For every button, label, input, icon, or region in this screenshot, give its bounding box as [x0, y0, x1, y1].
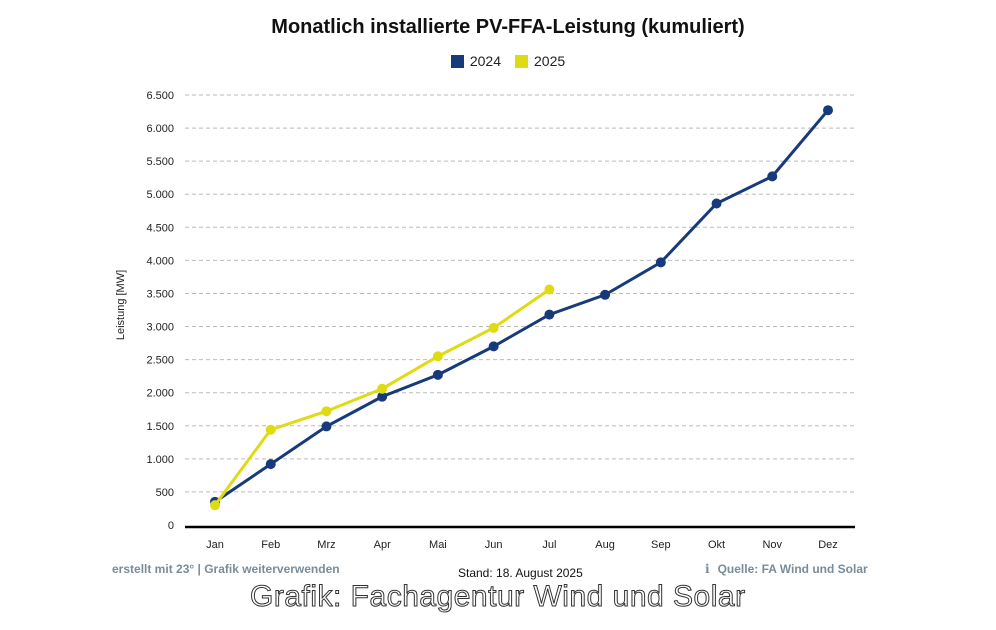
chart-title: Monatlich installierte PV-FFA-Leistung (… — [271, 16, 745, 38]
x-tick-label: Nov — [762, 539, 782, 551]
data-point-2024 — [823, 105, 833, 116]
series-line-2024 — [214, 109, 830, 504]
source-link[interactable]: i Quelle: FA Wind und Solar — [705, 562, 868, 576]
data-point-2024 — [655, 257, 666, 268]
data-point-2025 — [544, 284, 555, 295]
y-tick-label: 5.500 — [146, 156, 174, 168]
data-point-2025 — [377, 383, 388, 394]
y-tick-label: 1.000 — [146, 454, 174, 466]
legend-label: 2024 — [469, 53, 501, 69]
x-tick-label: Jul — [542, 539, 556, 551]
legend: 2024 2025 — [0, 53, 996, 69]
x-tick-label: Okt — [708, 539, 725, 551]
x-tick-label: Jan — [206, 539, 224, 551]
x-tick-label: Feb — [261, 539, 280, 551]
y-tick-label: 4.500 — [146, 222, 174, 234]
source-label: Quelle: FA Wind und Solar — [717, 562, 868, 576]
y-axis-label: Leistung [MW] — [115, 270, 127, 340]
data-point-2024 — [544, 309, 555, 320]
legend-swatch — [515, 54, 528, 68]
y-tick-label: 6.500 — [146, 90, 174, 102]
data-point-2024 — [767, 171, 778, 182]
y-tick-label: 4.000 — [146, 255, 174, 267]
data-point-2024 — [600, 289, 611, 300]
y-tick-label: 6.000 — [146, 123, 174, 135]
legend-item-2025[interactable]: 2025 — [515, 53, 565, 69]
y-tick-label: 5.000 — [146, 189, 174, 201]
data-point-2024 — [711, 198, 722, 209]
y-tick-label: 2.000 — [146, 388, 174, 400]
y-tick-label: 3.500 — [146, 288, 174, 300]
x-tick-label: Sep — [651, 539, 671, 551]
legend-item-2024[interactable]: 2024 — [450, 53, 501, 69]
data-point-2024 — [377, 391, 388, 402]
data-point-2024 — [432, 369, 443, 380]
legend-label: 2025 — [534, 53, 566, 69]
data-point-2025 — [432, 351, 443, 362]
y-tick-label: 3.000 — [146, 322, 174, 334]
watermark: Grafik: Fachagentur Wind und Solar — [250, 580, 746, 614]
data-point-2024 — [265, 459, 276, 470]
y-tick-label: 0 — [168, 520, 174, 532]
stand-date: Stand: 18. August 2025 — [458, 566, 583, 580]
info-icon: i — [705, 562, 710, 576]
y-tick-label: 2.500 — [146, 355, 174, 367]
x-tick-label: Jun — [485, 539, 503, 551]
x-tick-label: Mai — [429, 539, 447, 551]
data-point-2025 — [321, 406, 332, 417]
x-tick-label: Mrz — [317, 539, 335, 551]
data-point-2024 — [488, 341, 499, 352]
x-tick-label: Aug — [595, 539, 615, 551]
y-tick-label: 500 — [156, 487, 174, 499]
x-tick-label: Apr — [374, 539, 391, 551]
legend-swatch — [450, 54, 464, 68]
y-tick-label: 1.500 — [146, 421, 174, 433]
x-tick-label: Dez — [818, 539, 838, 551]
data-point-2025 — [210, 500, 220, 511]
credit-link[interactable]: erstellt mit 23° | Grafik weiterverwende… — [112, 562, 340, 576]
data-point-2025 — [265, 424, 276, 435]
data-point-2025 — [488, 322, 499, 333]
data-point-2024 — [321, 421, 332, 432]
